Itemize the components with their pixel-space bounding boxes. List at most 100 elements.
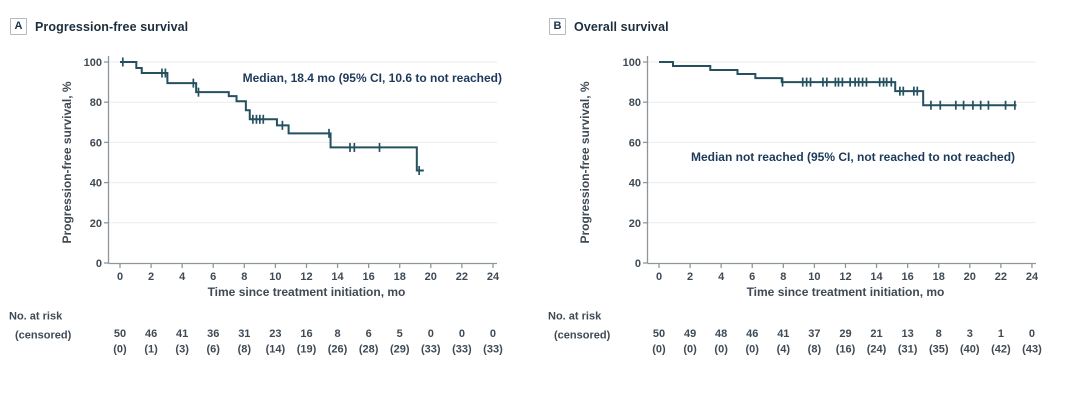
risk-censored-count: (31) <box>898 344 918 356</box>
y-tick-label: 60 <box>629 137 641 149</box>
x-tick-label: 18 <box>394 271 406 283</box>
km-curve <box>659 61 1017 107</box>
risk-censored-count: (0) <box>746 344 760 356</box>
panel-a-title: Progression-free survival <box>35 19 189 34</box>
risk-count: 46 <box>746 328 758 340</box>
x-tick-label: 2 <box>687 271 693 283</box>
risk-censored-count: (14) <box>266 344 286 356</box>
risk-censored-count: (33) <box>421 344 441 356</box>
median-annotation: Median, 18.4 mo (95% CI, 10.6 to not rea… <box>243 71 502 85</box>
y-tick-label: 100 <box>84 57 102 69</box>
panel-b-header: B Overall survival <box>549 18 669 35</box>
censored-label: (censored) <box>15 330 72 342</box>
risk-censored-count: (1) <box>144 344 158 356</box>
risk-censored-count: (8) <box>238 344 252 356</box>
risk-count: 50 <box>653 328 665 340</box>
risk-censored-count: (33) <box>483 344 503 356</box>
risk-censored-count: (42) <box>991 344 1011 356</box>
y-tick-label: 60 <box>90 137 102 149</box>
censored-label: (censored) <box>554 330 611 342</box>
risk-count: 36 <box>207 328 219 340</box>
risk-count: 49 <box>684 328 696 340</box>
x-axis-title: Time since treatment initiation, mo <box>208 285 406 299</box>
x-tick-label: 4 <box>718 271 725 283</box>
y-tick-label: 80 <box>629 97 641 109</box>
risk-count: 46 <box>145 328 157 340</box>
panel-b-letter-badge: B <box>549 18 566 35</box>
y-tick-label: 20 <box>90 218 102 230</box>
y-tick-label: 100 <box>623 57 641 69</box>
risk-count: 31 <box>238 328 250 340</box>
risk-count: 0 <box>459 328 465 340</box>
x-tick-label: 10 <box>808 271 820 283</box>
x-tick-label: 0 <box>117 271 123 283</box>
risk-count: 3 <box>967 328 973 340</box>
risk-count: 0 <box>490 328 496 340</box>
risk-censored-count: (0) <box>714 344 728 356</box>
risk-count: 13 <box>902 328 914 340</box>
y-tick-label: 0 <box>635 258 641 270</box>
y-axis-title: Progression-free survival, % <box>578 81 592 243</box>
risk-censored-count: (33) <box>452 344 472 356</box>
x-tick-label: 8 <box>241 271 247 283</box>
risk-count: 41 <box>176 328 188 340</box>
risk-censored-count: (43) <box>1022 344 1042 356</box>
risk-count: 5 <box>397 328 403 340</box>
x-tick-label: 20 <box>425 271 437 283</box>
risk-censored-count: (4) <box>777 344 791 356</box>
panel-a-header: A Progression-free survival <box>10 18 188 35</box>
x-tick-label: 10 <box>269 271 281 283</box>
panel-b-title: Overall survival <box>574 19 669 34</box>
risk-censored-count: (40) <box>960 344 980 356</box>
risk-count: 0 <box>428 328 434 340</box>
risk-censored-count: (24) <box>867 344 887 356</box>
risk-count: 29 <box>839 328 851 340</box>
risk-count: 37 <box>808 328 820 340</box>
x-tick-label: 20 <box>964 271 976 283</box>
risk-count: 21 <box>870 328 882 340</box>
x-tick-label: 4 <box>179 271 186 283</box>
risk-count: 0 <box>1029 328 1035 340</box>
x-tick-label: 16 <box>902 271 914 283</box>
y-tick-label: 80 <box>90 97 102 109</box>
x-tick-label: 14 <box>870 271 883 283</box>
risk-count: 41 <box>777 328 789 340</box>
y-tick-label: 40 <box>90 178 102 190</box>
risk-count: 6 <box>366 328 372 340</box>
panel-b: B Overall survival 0 20 40 60 80 100 0 2 4 6 8 10 12… <box>539 0 1079 400</box>
x-tick-label: 14 <box>331 271 344 283</box>
y-tick-label: 40 <box>629 178 641 190</box>
y-tick-label: 0 <box>96 258 102 270</box>
x-tick-label: 12 <box>839 271 851 283</box>
x-tick-label: 6 <box>210 271 216 283</box>
median-annotation: Median not reached (95% CI, not reached … <box>691 150 1015 164</box>
km-curve <box>120 61 424 172</box>
no-at-risk-label: No. at risk <box>9 311 63 323</box>
risk-count: 16 <box>300 328 312 340</box>
y-tick-label: 20 <box>629 218 641 230</box>
risk-censored-count: (29) <box>390 344 410 356</box>
x-tick-label: 2 <box>148 271 154 283</box>
x-tick-label: 8 <box>780 271 786 283</box>
y-axis-title: Progression-free survival, % <box>60 81 74 243</box>
x-tick-label: 24 <box>487 271 500 283</box>
risk-count: 8 <box>936 328 942 340</box>
x-tick-label: 24 <box>1026 271 1039 283</box>
risk-count: 50 <box>114 328 126 340</box>
risk-censored-count: (16) <box>836 344 856 356</box>
risk-censored-count: (0) <box>113 344 127 356</box>
risk-count: 1 <box>998 328 1004 340</box>
panel-a-letter-badge: A <box>10 18 27 35</box>
risk-censored-count: (3) <box>175 344 189 356</box>
x-tick-label: 0 <box>656 271 662 283</box>
x-tick-label: 12 <box>300 271 312 283</box>
risk-censored-count: (8) <box>808 344 822 356</box>
no-at-risk-label: No. at risk <box>548 311 602 323</box>
risk-censored-count: (26) <box>328 344 348 356</box>
x-tick-label: 18 <box>933 271 945 283</box>
x-tick-label: 22 <box>456 271 468 283</box>
risk-censored-count: (35) <box>929 344 949 356</box>
risk-censored-count: (6) <box>207 344 221 356</box>
